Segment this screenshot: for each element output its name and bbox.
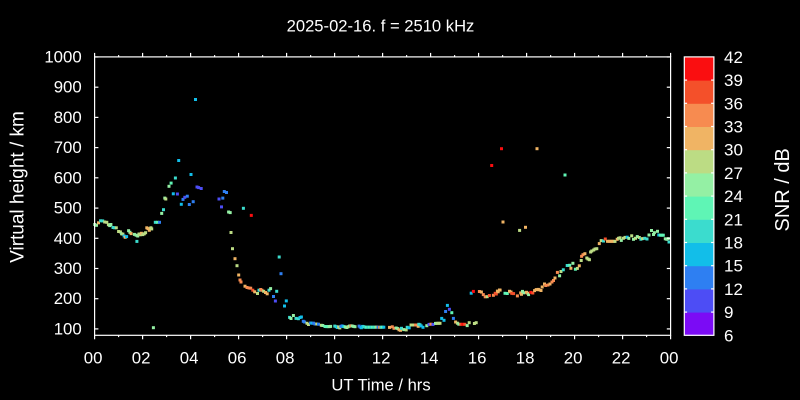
svg-text:15: 15 — [724, 257, 743, 276]
svg-text:100: 100 — [54, 319, 82, 338]
svg-text:06: 06 — [228, 349, 247, 368]
svg-text:6: 6 — [724, 326, 733, 345]
svg-text:20: 20 — [564, 349, 583, 368]
svg-text:12: 12 — [372, 349, 391, 368]
svg-text:30: 30 — [724, 141, 743, 160]
svg-text:700: 700 — [54, 138, 82, 157]
svg-text:300: 300 — [54, 259, 82, 278]
svg-text:600: 600 — [54, 168, 82, 187]
svg-text:12: 12 — [724, 280, 743, 299]
svg-text:24: 24 — [724, 187, 743, 206]
svg-text:2025-02-16. f = 2510 kHz: 2025-02-16. f = 2510 kHz — [287, 17, 475, 36]
svg-text:18: 18 — [516, 349, 535, 368]
svg-text:08: 08 — [276, 349, 295, 368]
svg-text:33: 33 — [724, 118, 743, 137]
svg-text:39: 39 — [724, 71, 743, 90]
svg-text:14: 14 — [420, 349, 439, 368]
svg-text:00: 00 — [84, 349, 103, 368]
svg-text:400: 400 — [54, 229, 82, 248]
svg-text:22: 22 — [612, 349, 631, 368]
svg-text:800: 800 — [54, 108, 82, 127]
svg-text:Virtual height / km: Virtual height / km — [8, 111, 29, 263]
svg-text:10: 10 — [324, 349, 343, 368]
svg-text:42: 42 — [724, 48, 743, 67]
svg-text:SNR / dB: SNR / dB — [772, 148, 794, 231]
svg-text:900: 900 — [54, 78, 82, 97]
svg-text:02: 02 — [132, 349, 151, 368]
svg-text:18: 18 — [724, 234, 743, 253]
svg-text:1000: 1000 — [44, 48, 81, 67]
svg-text:04: 04 — [180, 349, 199, 368]
svg-text:27: 27 — [724, 164, 743, 183]
svg-text:200: 200 — [54, 289, 82, 308]
svg-text:36: 36 — [724, 94, 743, 113]
svg-text:UT Time / hrs: UT Time / hrs — [331, 376, 430, 395]
svg-text:500: 500 — [54, 199, 82, 218]
svg-text:00: 00 — [660, 349, 679, 368]
svg-text:16: 16 — [468, 349, 487, 368]
svg-text:21: 21 — [724, 210, 743, 229]
svg-text:9: 9 — [724, 303, 733, 322]
